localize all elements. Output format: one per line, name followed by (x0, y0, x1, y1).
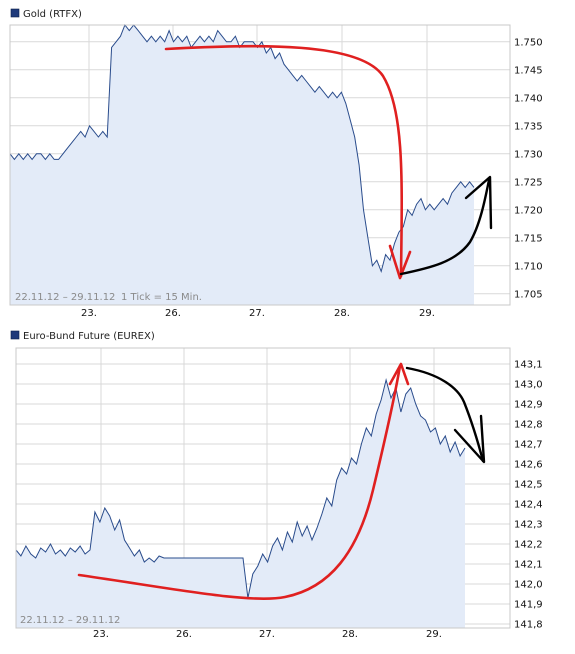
bund-x-tick-labels: 23. 26. 27. 28. 29. (93, 629, 442, 640)
x-tick-label: 26. (165, 308, 181, 319)
bund-plot-frame (15, 347, 511, 629)
bund-title: Euro-Bund Future (EUREX) (23, 331, 155, 342)
x-tick-label: 23. (93, 629, 109, 640)
bund-y-tick-labels: 141,8 141,9 142,0 142,1 142,2 142,3 142,4 142,5… (514, 360, 543, 631)
y-tick-label: 141,9 (514, 600, 543, 611)
red-arrowhead-down (388, 244, 412, 280)
x-tick-label: 28. (342, 629, 358, 640)
y-tick-label: 143,1 (514, 360, 543, 371)
gold-y-tick-labels: 1.705 1.710 1.715 1.720 1.725 1.730 1.735 1.740… (514, 37, 543, 300)
y-tick-label: 142,5 (514, 480, 543, 491)
x-tick-label: 28. (334, 308, 350, 319)
bund-date-range: 22.11.12 – 29.11.12 (20, 615, 120, 626)
y-tick-label: 142,6 (514, 460, 543, 471)
bund-title-marker (10, 330, 20, 340)
x-tick-label: 29. (419, 308, 435, 319)
y-tick-label: 141,8 (514, 620, 543, 631)
y-tick-label: 1.730 (514, 149, 543, 160)
black-arrowhead-up (464, 175, 493, 230)
y-tick-label: 1.745 (514, 65, 543, 76)
black-arrowhead-down (453, 414, 486, 464)
y-tick-label: 1.725 (514, 177, 543, 188)
gold-area (10, 25, 474, 305)
x-tick-label: 29. (426, 629, 442, 640)
gold-tick-note: 1 Tick = 15 Min. (121, 292, 202, 303)
black-swoop-down-arrow (405, 366, 485, 463)
bund-area (16, 380, 465, 628)
y-tick-label: 1.715 (514, 233, 543, 244)
gold-plot-frame (9, 24, 511, 306)
y-tick-label: 1.720 (514, 205, 543, 216)
gold-date-range: 22.11.12 – 29.11.12 (15, 292, 115, 303)
y-tick-label: 142,9 (514, 400, 543, 411)
gold-x-tick-labels: 23. 26. 27. 28. 29. (81, 308, 435, 319)
y-tick-label: 1.710 (514, 261, 543, 272)
black-swoop-up-arrow (399, 178, 491, 276)
y-tick-label: 142,2 (514, 540, 543, 551)
red-swoop-down-arrow (164, 44, 404, 278)
y-tick-label: 143,0 (514, 380, 543, 391)
x-tick-label: 27. (259, 629, 275, 640)
bund-chart: Euro-Bund Future (EUREX) 141,8 141,9 142,0… (10, 330, 543, 640)
gold-chart: Gold (RTFX) 1.7051.7101.7151.7201.7251.7… (9, 8, 543, 319)
y-tick-label: 142,1 (514, 560, 543, 571)
y-tick-label: 142,7 (514, 440, 543, 451)
gold-title-marker (10, 8, 20, 18)
x-tick-label: 23. (81, 308, 97, 319)
y-tick-label: 1.735 (514, 121, 543, 132)
gold-line (9, 24, 475, 274)
red-arrowhead-up (388, 362, 410, 386)
y-tick-label: 1.740 (514, 93, 543, 104)
y-tick-label: 142,0 (514, 580, 543, 591)
y-tick-label: 142,4 (514, 500, 543, 511)
gold-title: Gold (RTFX) (23, 9, 82, 20)
x-tick-label: 27. (249, 308, 265, 319)
bund-line (15, 378, 466, 599)
y-tick-label: 1.750 (514, 37, 543, 48)
y-tick-label: 142,3 (514, 520, 543, 531)
red-swoop-up-arrow (77, 364, 402, 600)
y-tick-label: 142,8 (514, 420, 543, 431)
x-tick-label: 26. (176, 629, 192, 640)
y-tick-label: 1.705 (514, 289, 543, 300)
